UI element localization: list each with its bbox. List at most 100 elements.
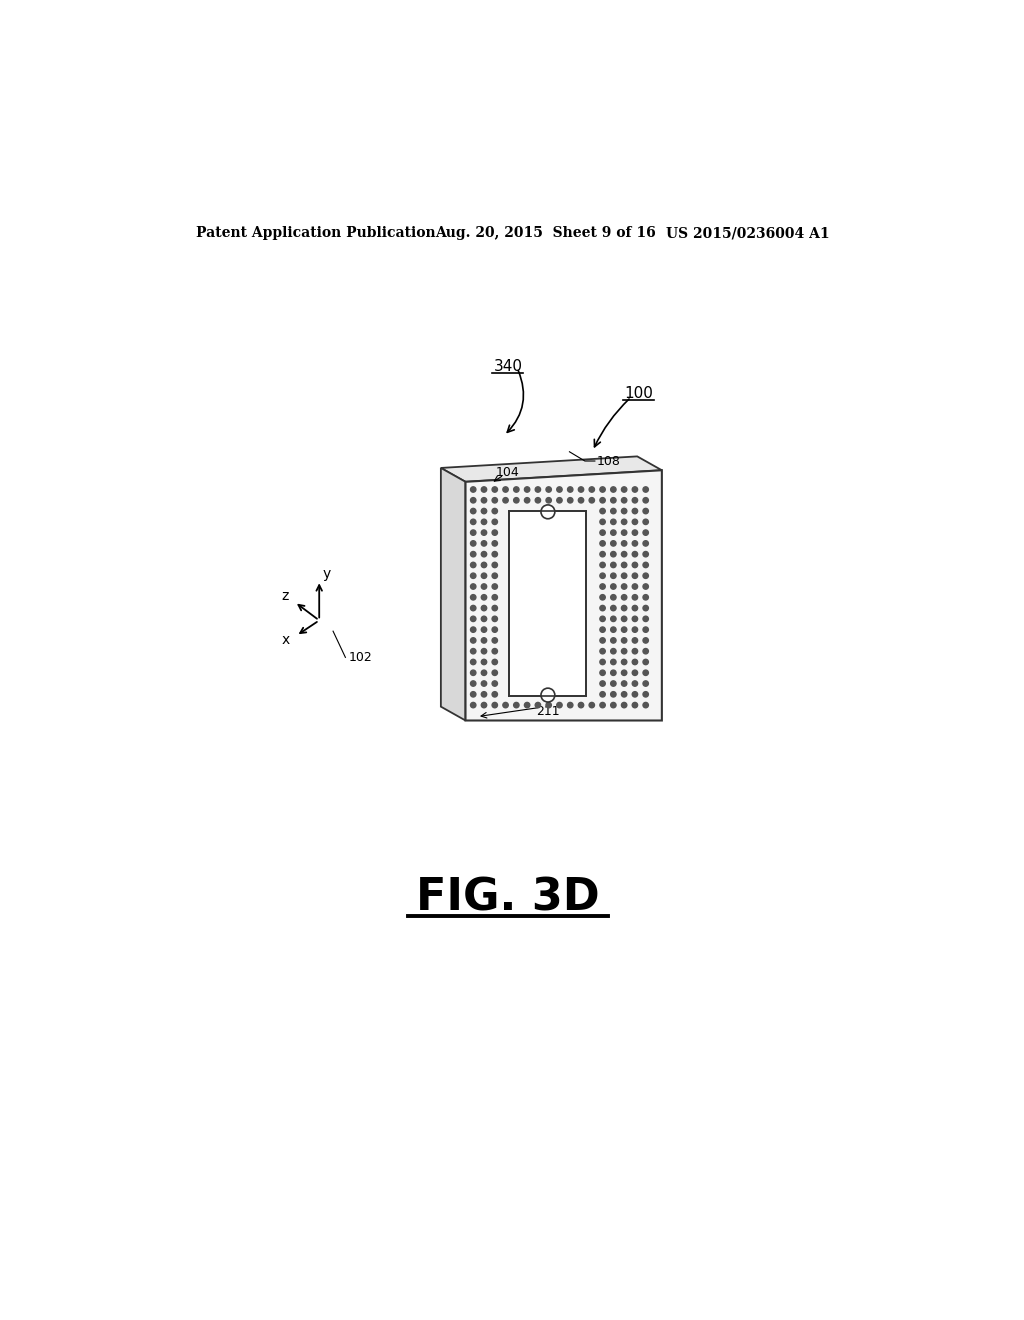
Circle shape [643,671,648,676]
Circle shape [493,573,498,578]
Circle shape [546,498,551,503]
Circle shape [600,498,605,503]
Circle shape [600,638,605,643]
Circle shape [481,606,486,611]
Circle shape [610,562,616,568]
Circle shape [541,506,555,519]
Circle shape [632,616,638,622]
Circle shape [600,606,605,611]
Circle shape [470,627,476,632]
Circle shape [610,541,616,546]
Circle shape [589,498,595,503]
Circle shape [643,573,648,578]
Circle shape [567,702,572,708]
Polygon shape [509,511,587,696]
Circle shape [600,627,605,632]
Circle shape [579,498,584,503]
Circle shape [622,702,627,708]
Circle shape [643,638,648,643]
Circle shape [600,552,605,557]
Circle shape [610,638,616,643]
Circle shape [643,594,648,601]
Circle shape [622,583,627,589]
Circle shape [632,692,638,697]
FancyArrowPatch shape [594,399,629,446]
Circle shape [622,659,627,665]
Circle shape [600,671,605,676]
Circle shape [632,508,638,513]
Circle shape [600,529,605,536]
Polygon shape [441,469,466,721]
Text: 104: 104 [496,466,520,479]
Circle shape [622,616,627,622]
Circle shape [524,702,529,708]
Circle shape [600,594,605,601]
Circle shape [557,702,562,708]
Polygon shape [441,457,662,482]
Circle shape [632,702,638,708]
Circle shape [470,616,476,622]
Circle shape [643,627,648,632]
Circle shape [470,487,476,492]
Circle shape [493,487,498,492]
Circle shape [622,552,627,557]
Circle shape [632,562,638,568]
Circle shape [481,681,486,686]
Circle shape [481,529,486,536]
Circle shape [470,648,476,653]
Text: x: x [282,634,290,647]
Circle shape [643,552,648,557]
Circle shape [470,562,476,568]
Circle shape [610,552,616,557]
Circle shape [481,671,486,676]
Polygon shape [466,470,662,721]
Circle shape [493,659,498,665]
Circle shape [514,702,519,708]
Text: 108: 108 [596,454,621,467]
Circle shape [632,498,638,503]
Circle shape [470,498,476,503]
Circle shape [643,508,648,513]
Circle shape [610,692,616,697]
Circle shape [622,541,627,546]
Circle shape [600,562,605,568]
Circle shape [622,671,627,676]
Circle shape [610,627,616,632]
Text: 102: 102 [348,651,372,664]
Circle shape [632,583,638,589]
Circle shape [643,692,648,697]
Circle shape [632,648,638,653]
Circle shape [600,616,605,622]
Circle shape [493,692,498,697]
Circle shape [632,638,638,643]
Circle shape [600,702,605,708]
Circle shape [470,671,476,676]
Circle shape [600,573,605,578]
Circle shape [622,508,627,513]
Circle shape [481,594,486,601]
Circle shape [470,519,476,524]
Circle shape [632,606,638,611]
Circle shape [470,552,476,557]
Circle shape [643,529,648,536]
Circle shape [481,583,486,589]
Circle shape [493,606,498,611]
Text: US 2015/0236004 A1: US 2015/0236004 A1 [666,226,829,240]
Circle shape [643,487,648,492]
Circle shape [610,573,616,578]
Circle shape [470,508,476,513]
Circle shape [622,648,627,653]
Circle shape [622,638,627,643]
Circle shape [493,508,498,513]
Circle shape [622,606,627,611]
Circle shape [514,487,519,492]
Circle shape [493,627,498,632]
Circle shape [622,519,627,524]
Circle shape [493,681,498,686]
Circle shape [524,498,529,503]
Circle shape [610,498,616,503]
Circle shape [481,562,486,568]
Circle shape [493,552,498,557]
Circle shape [481,519,486,524]
Circle shape [481,616,486,622]
